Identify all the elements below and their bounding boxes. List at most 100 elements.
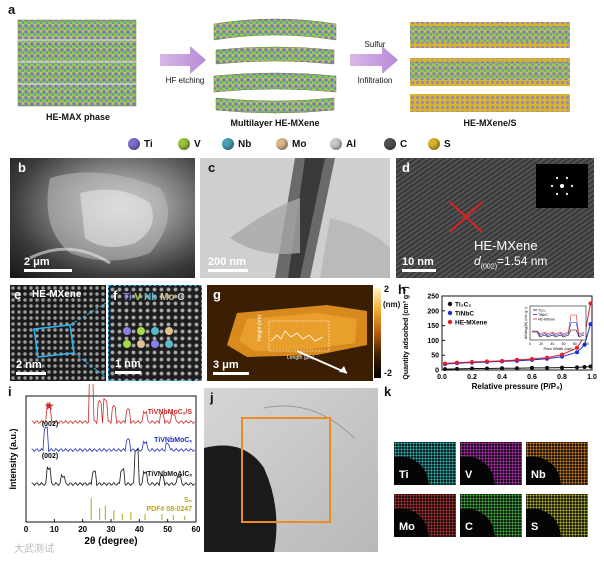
watermark: 大武测试 (14, 544, 54, 555)
panel-f-atomic-image: f Ti V Nb Mo C 1 nm (108, 285, 202, 381)
panel-h-isotherm-chart: 0.0 0.2 0.4 0.6 0.8 1.0050100150200250Relativ… (403, 286, 597, 391)
panel-c-scale-bar (208, 269, 248, 272)
inset-legend-entry: TiNbC (538, 313, 548, 317)
annotation-label: (002) (42, 453, 58, 460)
y-axis-label: Quantity adsorbed (cm³ g⁻¹) (403, 286, 410, 379)
panel-c-letter: c (208, 160, 216, 175)
legend-nb: Nb (222, 138, 251, 150)
data-point (515, 366, 519, 371)
panel-b-sem-image: b 2 μm (10, 158, 195, 278)
panel-c-scale-text: 200 nm (208, 256, 246, 268)
y-tick-label: 0 (435, 368, 439, 375)
sulfur-infiltration-arrow (350, 46, 398, 74)
panel-c-tem-image: c 200 nm (200, 158, 390, 278)
eds-map-label: S (531, 521, 539, 533)
x-axis-label: 2θ (degree) (84, 536, 137, 547)
panel-e-letter: e (14, 287, 22, 302)
series-label: TiVNbMoAlCₓ (147, 471, 192, 478)
nb-ball-icon (222, 138, 234, 150)
x-tick-label: 10 (50, 525, 59, 534)
inset-series-line (532, 314, 585, 335)
v-ball-icon (178, 138, 190, 150)
y-tick-label: 200 (427, 308, 439, 315)
panel-f-scale-bar (115, 371, 141, 374)
xrd-pattern-line (31, 447, 195, 487)
panel-e-haadf-image: e HE-MXene 2 nm (10, 285, 106, 381)
panel-g-letter: g (213, 287, 221, 302)
xrd-pattern-line (31, 384, 195, 425)
hf-etching-arrow (160, 46, 206, 74)
x-tick-label: 0.0 (437, 374, 447, 381)
panel-e-scale-bar (16, 372, 46, 375)
data-point (470, 360, 474, 365)
sulfur-label: Sulfur (364, 40, 386, 49)
series-label: S₈ (184, 497, 192, 504)
annotation-label: (002) (42, 421, 58, 428)
legend-al: Al (330, 138, 356, 150)
eds-map-label: Ti (399, 469, 409, 481)
legend-s: S (428, 138, 451, 150)
panel-f-element-row: Ti V Nb Mo C (123, 292, 185, 303)
panel-d-spacing: d(002)=1.54 nm (474, 254, 548, 271)
eds-map-label: C (465, 521, 473, 533)
mxene-s-stack (410, 22, 570, 112)
afm-inset-xlabel: Length (μm) (287, 355, 315, 361)
panel-d-scale-bar (402, 269, 436, 272)
y-tick-label: 100 (427, 338, 439, 345)
data-point (575, 365, 579, 370)
eds-map-label: V (465, 469, 473, 481)
eds-map-v: V (460, 442, 522, 485)
infiltration-label: Infiltration (357, 76, 393, 85)
series-line (444, 303, 591, 364)
data-point (455, 366, 459, 371)
data-point (588, 301, 593, 306)
x-tick-label: 0.6 (527, 374, 537, 381)
inset-x-tick-label: 100 (583, 342, 589, 346)
panel-j-letter: j (210, 390, 214, 405)
legend-c: C (384, 138, 407, 150)
legend-entry: TiNbC (455, 311, 474, 318)
legend-marker (447, 301, 453, 307)
data-point (443, 367, 447, 372)
multilayer-stack (213, 18, 337, 114)
eds-map-mo: Mo (394, 494, 456, 537)
eds-map-ti: Ti (394, 442, 456, 485)
panel-i-letter: i (8, 384, 12, 399)
data-point (443, 361, 447, 366)
data-point (545, 365, 549, 370)
data-point (485, 366, 489, 371)
data-point (545, 355, 549, 360)
eds-map-s: S (526, 494, 588, 537)
panel-g-scale-bar (213, 372, 249, 375)
legend-marker (447, 319, 453, 325)
afm-colorbar (374, 288, 381, 378)
panel-k-letter: k (384, 384, 392, 399)
x-tick-label: 60 (192, 525, 200, 534)
panel-h-letter: h (398, 282, 406, 297)
data-point (575, 345, 579, 350)
he-max-stack (17, 19, 137, 107)
y-tick-label: 50 (431, 353, 439, 360)
c-ball-icon (384, 138, 396, 150)
data-point (575, 350, 579, 355)
data-point (485, 359, 489, 364)
panel-d-hrtem-image: d HE-MXene d(002)=1.54 nm 10 nm (396, 158, 594, 278)
legend-mo: Mo (276, 138, 306, 150)
data-point (500, 358, 504, 363)
colorbar-unit: (nm) (383, 300, 401, 309)
legend-marker (447, 310, 453, 316)
al-ball-icon (330, 138, 342, 150)
x-tick-label: 40 (135, 525, 144, 534)
inset-x-tick-label: 60 (562, 342, 566, 346)
panel-g-afm-image: Height (nm) Length (μm) g 3 μm (207, 285, 373, 381)
data-point (500, 366, 504, 371)
data-point (560, 352, 564, 357)
x-tick-label: 30 (107, 525, 116, 534)
data-point (530, 357, 534, 362)
data-point (470, 366, 474, 371)
hf-etching-label: HF etching (165, 76, 205, 85)
panel-a-letter: a (8, 2, 16, 17)
eds-map-label: Nb (531, 469, 546, 481)
y-tick-label: 250 (427, 294, 439, 301)
panel-i-xrd-chart: 0 10 20 30 40 50 60 2θ (degree) Intensity (a.u.)… (8, 384, 200, 547)
